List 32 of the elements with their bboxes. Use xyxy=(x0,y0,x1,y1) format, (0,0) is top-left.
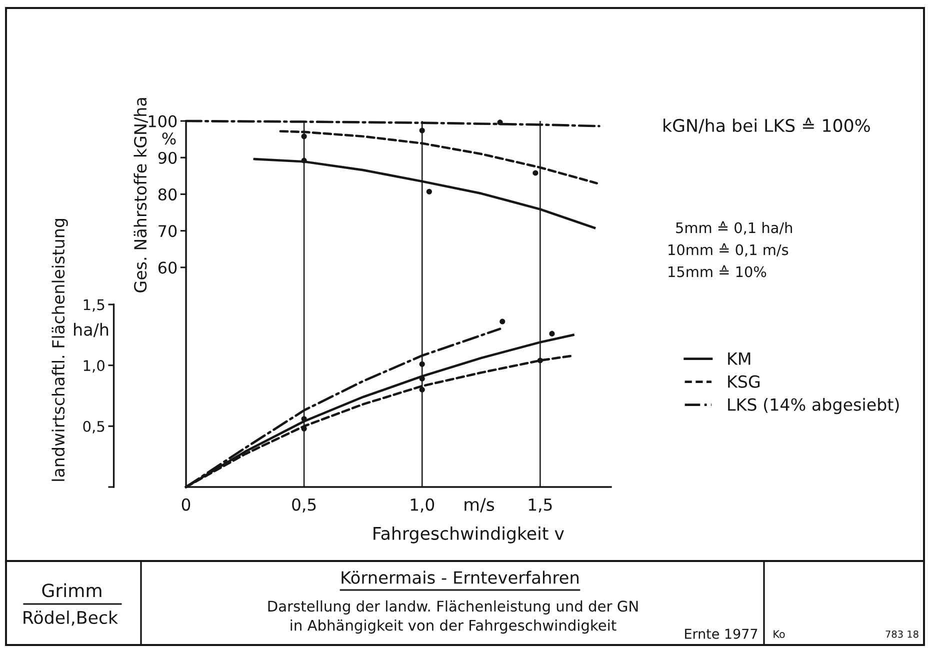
legend-label: KSG xyxy=(728,375,760,388)
x-tick-label: 0,5 xyxy=(292,498,316,512)
text: ha/h xyxy=(74,322,108,338)
text: % xyxy=(162,132,176,145)
y-tick-label: 100 xyxy=(148,115,177,128)
x-tick-label: 1,0 xyxy=(410,498,434,512)
text: Ko xyxy=(774,630,785,638)
y-tick-label: 60 xyxy=(158,262,177,274)
text: 783 18 xyxy=(886,630,918,638)
y-axis-title: Ges. Nährstoffe kGN/ha xyxy=(134,98,148,292)
legend-label: KM xyxy=(728,352,750,365)
y2-tick-label: 0,5 xyxy=(83,420,104,434)
x-tick-label: 0 xyxy=(182,498,190,511)
x-tick-label: 1,5 xyxy=(528,498,552,512)
x-axis-title: Fahrgeschwindigkeit v xyxy=(374,526,564,544)
legend-label: LKS (14% abgesiebt) xyxy=(728,398,899,414)
text: m/s xyxy=(464,498,494,512)
y2-tick-label: 1,5 xyxy=(84,299,104,312)
text: Rödel,Beck xyxy=(24,610,118,626)
y-tick-label: 90 xyxy=(158,152,177,164)
text: Ernte 1977 xyxy=(685,628,758,639)
y2-tick-label: 1,0 xyxy=(84,360,104,373)
text: Körnermais - Ernteverfahren xyxy=(342,570,579,584)
text: 15mm ≙ 10% xyxy=(668,265,766,278)
text: 5mm ≙ 0,1 ha/h xyxy=(676,221,792,235)
y-tick-label: 70 xyxy=(158,225,177,238)
text: 10mm ≙ 0,1 m/s xyxy=(668,243,788,257)
text: Grimm xyxy=(42,583,102,598)
text: kGN/ha bei LKS ≙ 100% xyxy=(664,118,870,134)
y2-axis-title: landwirtschaftl. Flächenleistung xyxy=(52,218,68,481)
text: Darstellung der landw. Flächenleistung und der GN in Abhängigkeit von der Fahrgeschwindigkeit xyxy=(268,600,638,634)
y-tick-label: 80 xyxy=(158,188,177,200)
